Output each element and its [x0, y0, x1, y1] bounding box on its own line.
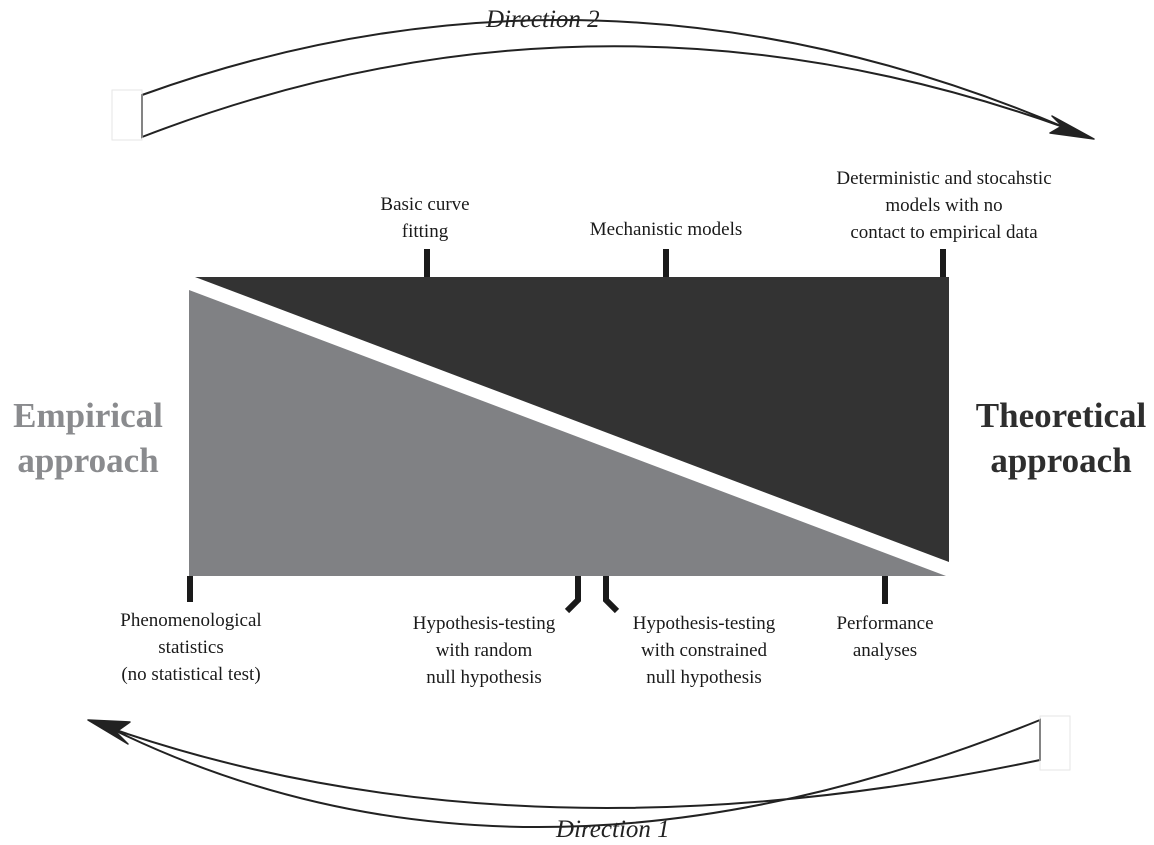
direction-2-arrowhead	[1049, 115, 1095, 140]
tick-constrained-null	[603, 576, 620, 614]
tick-mechanistic-models	[663, 249, 669, 277]
direction-2-arrow-band	[141, 19, 1067, 139]
label-mechanistic-models: Mechanistic models	[589, 219, 743, 240]
tick-performance	[882, 576, 888, 604]
direction-1-label: Direction 1	[556, 816, 670, 843]
tick-basic-curve-fitting	[424, 249, 430, 277]
label-hypothesis-random-null: Hypothesis-testing with random null hypo…	[412, 613, 556, 688]
tick-deterministic-models	[940, 249, 946, 277]
direction-1-arrow-band	[109, 718, 1041, 828]
direction-1-arrowhead	[87, 719, 131, 745]
label-phenomenological-statistics: Phenomenological statistics (no statisti…	[120, 610, 262, 685]
tick-phenomenological	[187, 576, 193, 602]
direction-2-label: Direction 2	[486, 6, 600, 33]
label-deterministic-models: Deterministic and stocahstic models with…	[836, 168, 1052, 243]
theoretical-approach-label: Theoretical approach	[975, 396, 1147, 480]
empirical-region	[189, 290, 946, 576]
empirical-approach-label: Empirical approach	[13, 396, 163, 480]
label-performance-analyses: Performance analyses	[836, 613, 934, 661]
direction-2-arrow-tail-box	[111, 89, 143, 141]
direction-1-arrow-tail-box	[1039, 715, 1071, 771]
theoretical-region	[195, 277, 949, 562]
label-basic-curve-fitting: Basic curve fitting	[380, 194, 470, 242]
tick-random-null	[564, 576, 581, 614]
label-hypothesis-constrained-null: Hypothesis-testing with constrained null…	[632, 613, 776, 688]
